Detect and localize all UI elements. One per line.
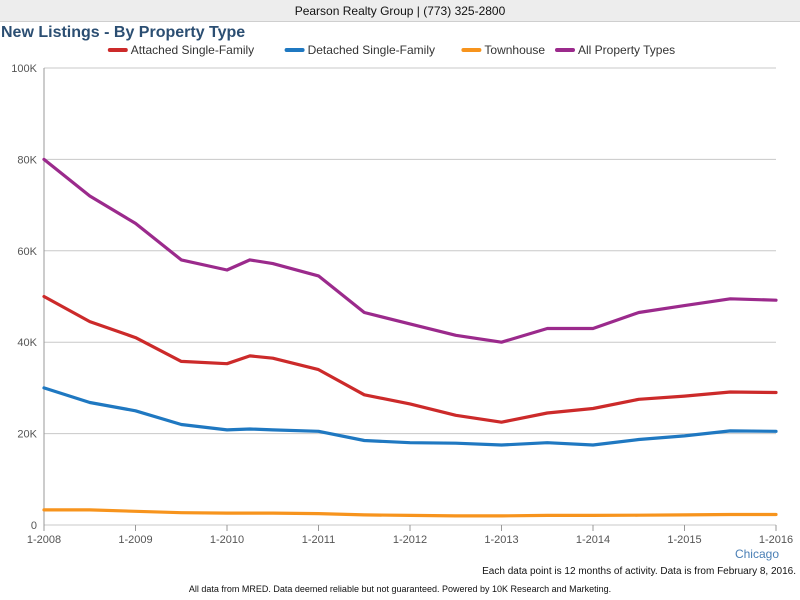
chart-title: New Listings - By Property Type (1, 24, 246, 41)
x-tick-label: 1-2010 (210, 534, 244, 546)
region-label: Chicago (735, 547, 779, 561)
x-tick-label: 1-2011 (302, 534, 335, 546)
y-tick-label: 0 (31, 520, 37, 532)
x-tick-label: 1-2013 (484, 534, 518, 546)
y-tick-label: 60K (17, 246, 37, 258)
header-text: Pearson Realty Group | (773) 325-2800 (294, 4, 506, 18)
x-tick-label: 1-2012 (393, 534, 427, 546)
y-tick-label: 20K (17, 429, 37, 441)
legend-label: All Property Types (578, 43, 675, 57)
y-tick-label: 80K (17, 154, 37, 166)
x-tick-label: 1-2009 (118, 534, 152, 546)
legend-label: Townhouse (484, 43, 545, 57)
series-line (42, 386, 778, 447)
series-line (42, 508, 778, 518)
series-line (42, 157, 778, 344)
y-tick-label: 100K (11, 63, 37, 75)
series-line (42, 294, 778, 424)
x-tick-label: 1-2016 (759, 534, 793, 546)
x-tick-label: 1-2015 (667, 534, 701, 546)
data-note: Each data point is 12 months of activity… (482, 566, 796, 577)
x-tick-label: 1-2014 (576, 534, 610, 546)
x-tick-label: 1-2008 (27, 534, 61, 546)
header-bar: Pearson Realty Group | (773) 325-2800 (0, 0, 800, 22)
y-tick-label: 40K (17, 337, 37, 349)
disclaimer: All data from MRED. Data deemed reliable… (188, 584, 612, 594)
legend-label: Detached Single-Family (308, 43, 435, 57)
legend-label: Attached Single-Family (131, 43, 254, 57)
